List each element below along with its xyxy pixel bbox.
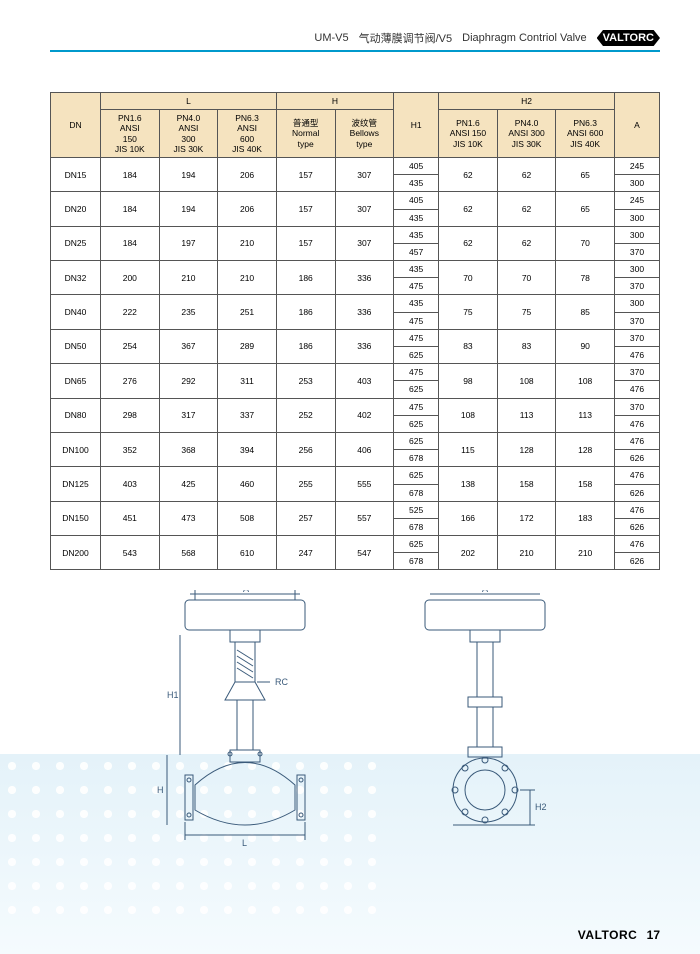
table-row: DN32200210210186336435707078300 bbox=[51, 261, 660, 278]
table-row: DN80298317337252402475108113113370 bbox=[51, 398, 660, 415]
col-l3: PN6.3ANSI600JIS 40K bbox=[218, 110, 277, 158]
svg-text:H2: H2 bbox=[535, 802, 547, 812]
col-l1: PN1.6ANSI150JIS 10K bbox=[101, 110, 160, 158]
page-header: UM-V5 气动薄膜调节阀/V5 Diaphragm Contriol Valv… bbox=[50, 30, 660, 46]
svg-text:A: A bbox=[243, 590, 249, 594]
col-l2: PN4.0ANSI300JIS 30K bbox=[159, 110, 218, 158]
col-h: H bbox=[276, 93, 393, 110]
table-row: DN125403425460255555625138158158476 bbox=[51, 467, 660, 484]
valve-side-view: A H2 bbox=[395, 590, 575, 850]
table-row: DN40222235251186336435757585300 bbox=[51, 295, 660, 312]
title-cn: 气动薄膜调节阀/V5 bbox=[359, 30, 453, 46]
page-number: 17 bbox=[647, 928, 660, 942]
valve-front-view: A RC H1 H L bbox=[135, 590, 355, 850]
table-row: DN6527629231125340347598108108370 bbox=[51, 364, 660, 381]
diagram-area: A RC H1 H L bbox=[50, 590, 660, 850]
doc-code: UM-V5 bbox=[314, 32, 348, 44]
col-h1: H1 bbox=[394, 93, 439, 158]
svg-text:H1: H1 bbox=[167, 690, 179, 700]
table-row: DN15184194206157307405626265245 bbox=[51, 157, 660, 174]
table-row: DN50254367289186336475838390370 bbox=[51, 329, 660, 346]
svg-text:H: H bbox=[157, 785, 164, 795]
col-h2: H2 bbox=[439, 93, 615, 110]
svg-text:RC: RC bbox=[275, 677, 288, 687]
table-row: DN150451473508257557525166172183476 bbox=[51, 501, 660, 518]
col-a: A bbox=[615, 93, 660, 158]
col-h2-2: PN4.0ANSI 300JIS 30K bbox=[497, 110, 556, 158]
svg-text:L: L bbox=[242, 838, 247, 848]
table-row: DN20184194206157307405626265245 bbox=[51, 192, 660, 209]
group-header-row: DN L H H1 H2 A bbox=[51, 93, 660, 110]
dimensions-table: DN L H H1 H2 A PN1.6ANSI150JIS 10K PN4.0… bbox=[50, 92, 660, 570]
logo-badge: VALTORC bbox=[597, 30, 660, 46]
table-row: DN25184197210157307435626270300 bbox=[51, 226, 660, 243]
col-l: L bbox=[101, 93, 277, 110]
col-dn: DN bbox=[51, 93, 101, 158]
page-footer: VALTORC 17 bbox=[578, 928, 660, 942]
col-h-normal: 普通型Normaltype bbox=[276, 110, 335, 158]
svg-text:A: A bbox=[482, 590, 488, 594]
header-underline bbox=[50, 50, 660, 52]
table-row: DN100352368394256406625115128128476 bbox=[51, 432, 660, 449]
sub-header-row: PN1.6ANSI150JIS 10K PN4.0ANSI300JIS 30K … bbox=[51, 110, 660, 158]
footer-brand: VALTORC bbox=[578, 928, 638, 942]
table-row: DN200543568610247547625202210210476 bbox=[51, 536, 660, 553]
col-h2-1: PN1.6ANSI 150JIS 10K bbox=[439, 110, 498, 158]
title-en: Diaphragm Contriol Valve bbox=[462, 32, 587, 44]
col-h2-3: PN6.3ANSI 600JIS 40K bbox=[556, 110, 615, 158]
col-h-bellows: 波纹管Bellowstype bbox=[335, 110, 394, 158]
